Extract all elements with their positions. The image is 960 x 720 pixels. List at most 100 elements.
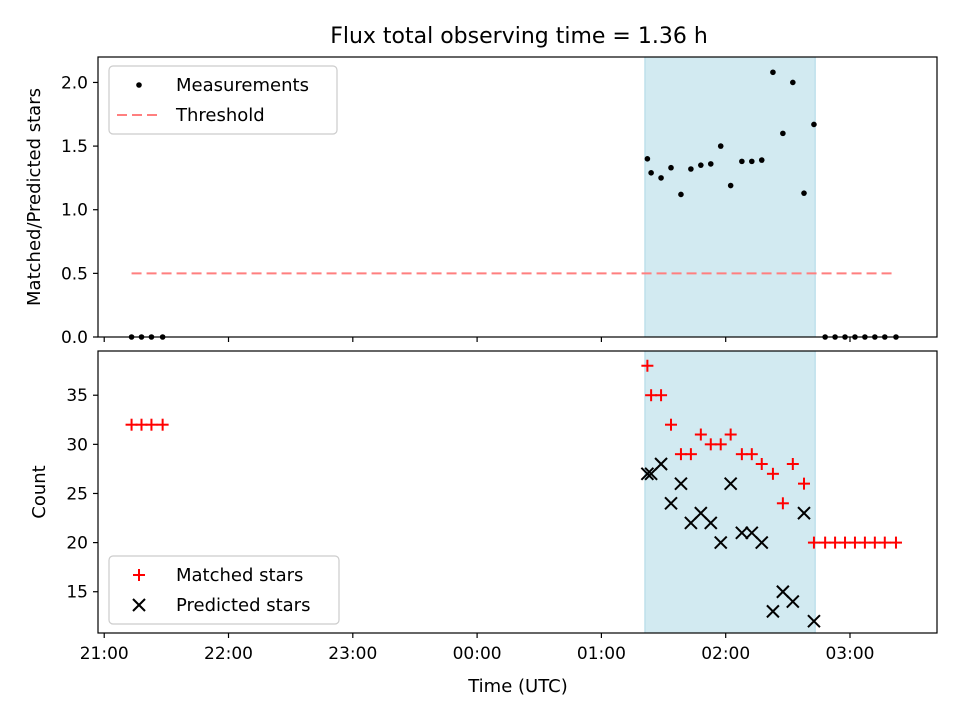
legend-swatch-1	[132, 598, 146, 612]
data-point-1-0-6	[655, 389, 668, 402]
data-point-1-1-8	[714, 535, 728, 550]
plot-frame-1	[97, 350, 938, 634]
data-point-1-1-4	[674, 476, 688, 491]
panel-counts: 21:00 22:00 23:00 00:00 01:00 02:00 03:00 15 20 2…	[66, 350, 938, 664]
data-point-0-0-13	[727, 182, 734, 189]
data-point-1-1-7-b	[704, 516, 718, 530]
y-tick-label: 1.5	[61, 137, 88, 157]
data-point-1-0-4	[641, 359, 654, 372]
data-point-1-0-12	[714, 438, 727, 451]
data-point-1-0-16	[755, 457, 768, 470]
legend-1: Matched stars Predicted stars	[108, 555, 340, 625]
y-tick-label: 20	[66, 534, 88, 554]
top-y-axis-label: Matched/Predicted stars	[24, 88, 45, 306]
data-point-1-1-9-b	[723, 476, 738, 491]
data-point-1-0-21	[807, 536, 820, 549]
data-point-1-0-28	[878, 536, 891, 549]
data-point-0-0-6	[658, 175, 664, 181]
data-point-1-1-2-b	[654, 457, 668, 471]
data-point-1-1-10	[735, 526, 749, 540]
data-point-1-0-19	[786, 457, 799, 470]
series-1-1	[640, 457, 821, 628]
data-point-1-0-2	[145, 418, 158, 431]
x-tick-label: 02:00	[701, 644, 750, 664]
data-point-0-0-15	[748, 158, 755, 165]
data-point-0-0-9	[688, 166, 694, 172]
legend-box	[108, 65, 338, 135]
observing-span-1	[644, 350, 816, 634]
legend-label: Measurements	[176, 75, 309, 96]
x-tick-label: 23:00	[328, 644, 377, 664]
data-point-1-0-13	[724, 428, 737, 441]
data-point-0-0-20	[801, 190, 807, 196]
data-point-0-0-11	[707, 161, 714, 167]
data-point-1-1-17-b	[807, 614, 821, 628]
legend-label: Threshold	[175, 105, 265, 126]
observing-span-0	[644, 56, 816, 338]
data-point-1-1-13-b	[766, 604, 780, 619]
data-point-1-1-0	[640, 467, 655, 481]
data-point-1-1-13	[766, 604, 780, 619]
y-tick-label: 15	[66, 583, 88, 603]
data-point-1-0-9	[684, 448, 697, 461]
data-point-1-0-15	[745, 448, 758, 461]
data-point-1-1-4-b	[674, 476, 688, 491]
x-axis-label: Time (UTC)	[467, 676, 568, 697]
data-point-1-1-16-b	[797, 506, 811, 520]
y-tick-label: 30	[66, 435, 88, 455]
data-point-1-0-3	[156, 418, 169, 431]
data-point-0-0-16	[758, 157, 765, 163]
legend-box	[108, 555, 340, 625]
legend-swatch-0	[136, 82, 142, 88]
data-point-1-1-2	[654, 457, 668, 471]
legend-swatch-1-b	[132, 598, 146, 612]
data-point-1-0-20	[798, 477, 811, 490]
plot-frame-0	[97, 56, 938, 338]
data-point-1-1-3-b	[664, 496, 678, 511]
x-tick-label: 22:00	[204, 644, 253, 664]
x-tick-label: 00:00	[453, 644, 502, 664]
legend-label: Matched stars	[176, 565, 303, 586]
panel-ratio: 0.0 0.5 1.0 1.5 2.0 Measurements Threshold	[61, 56, 938, 348]
data-point-1-0-7	[665, 418, 678, 431]
data-point-1-1-9	[723, 476, 738, 491]
data-point-1-1-10-b	[735, 526, 749, 540]
data-point-1-1-12-b	[755, 535, 769, 550]
data-point-1-1-8-b	[714, 535, 728, 550]
data-point-0-0-21	[811, 121, 817, 128]
x-tick-label: 01:00	[577, 644, 626, 664]
data-point-0-0-10	[698, 162, 704, 168]
data-point-1-0-17	[766, 467, 779, 480]
data-point-1-1-17	[807, 614, 821, 628]
legend-swatch-0	[133, 569, 145, 581]
y-tick-label: 0.5	[61, 264, 88, 284]
data-point-1-0-10	[694, 428, 707, 441]
x-tick-label: 03:00	[825, 644, 874, 664]
legend-0: Measurements Threshold	[108, 65, 338, 135]
data-point-0-0-12	[717, 143, 724, 149]
data-point-1-1-15	[786, 594, 800, 609]
y-tick-label: 2.0	[61, 73, 88, 93]
data-point-0-0-8	[678, 191, 684, 198]
data-point-1-1-14-b	[776, 585, 790, 599]
bottom-y-axis-label: Count	[29, 465, 50, 518]
series-1-0	[125, 359, 902, 549]
data-point-0-0-7	[668, 164, 674, 171]
data-point-1-0-29	[889, 536, 902, 549]
data-point-1-1-6-b	[694, 506, 708, 520]
data-point-1-1-16	[797, 506, 811, 520]
data-point-0-0-5	[648, 170, 654, 176]
y-tick-label: 0.0	[61, 328, 88, 348]
data-point-0-0-17	[770, 69, 776, 76]
data-point-0-0-18	[780, 130, 786, 137]
chart-title: Flux total observing time = 1.36 h	[330, 24, 708, 49]
data-point-1-1-12	[755, 535, 769, 550]
data-point-1-1-11-b	[745, 526, 759, 540]
data-point-0-0-14	[739, 158, 745, 165]
data-point-1-1-0-b	[640, 467, 655, 481]
data-point-0-0-19	[790, 79, 796, 86]
legend-label: Predicted stars	[176, 595, 310, 616]
data-point-1-1-3	[664, 496, 678, 511]
x-tick-label: 21:00	[80, 644, 129, 664]
